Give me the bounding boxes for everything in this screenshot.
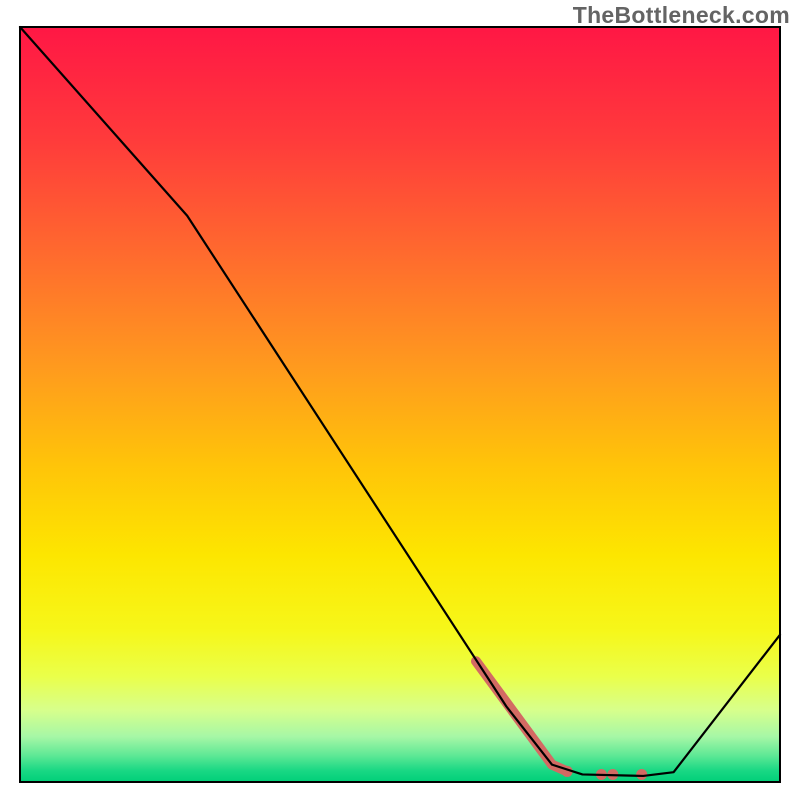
- highlight-dot: [636, 769, 647, 780]
- plot-background: [20, 27, 780, 782]
- stage: TheBottleneck.com: [0, 0, 800, 800]
- bottleneck-chart: [0, 0, 800, 800]
